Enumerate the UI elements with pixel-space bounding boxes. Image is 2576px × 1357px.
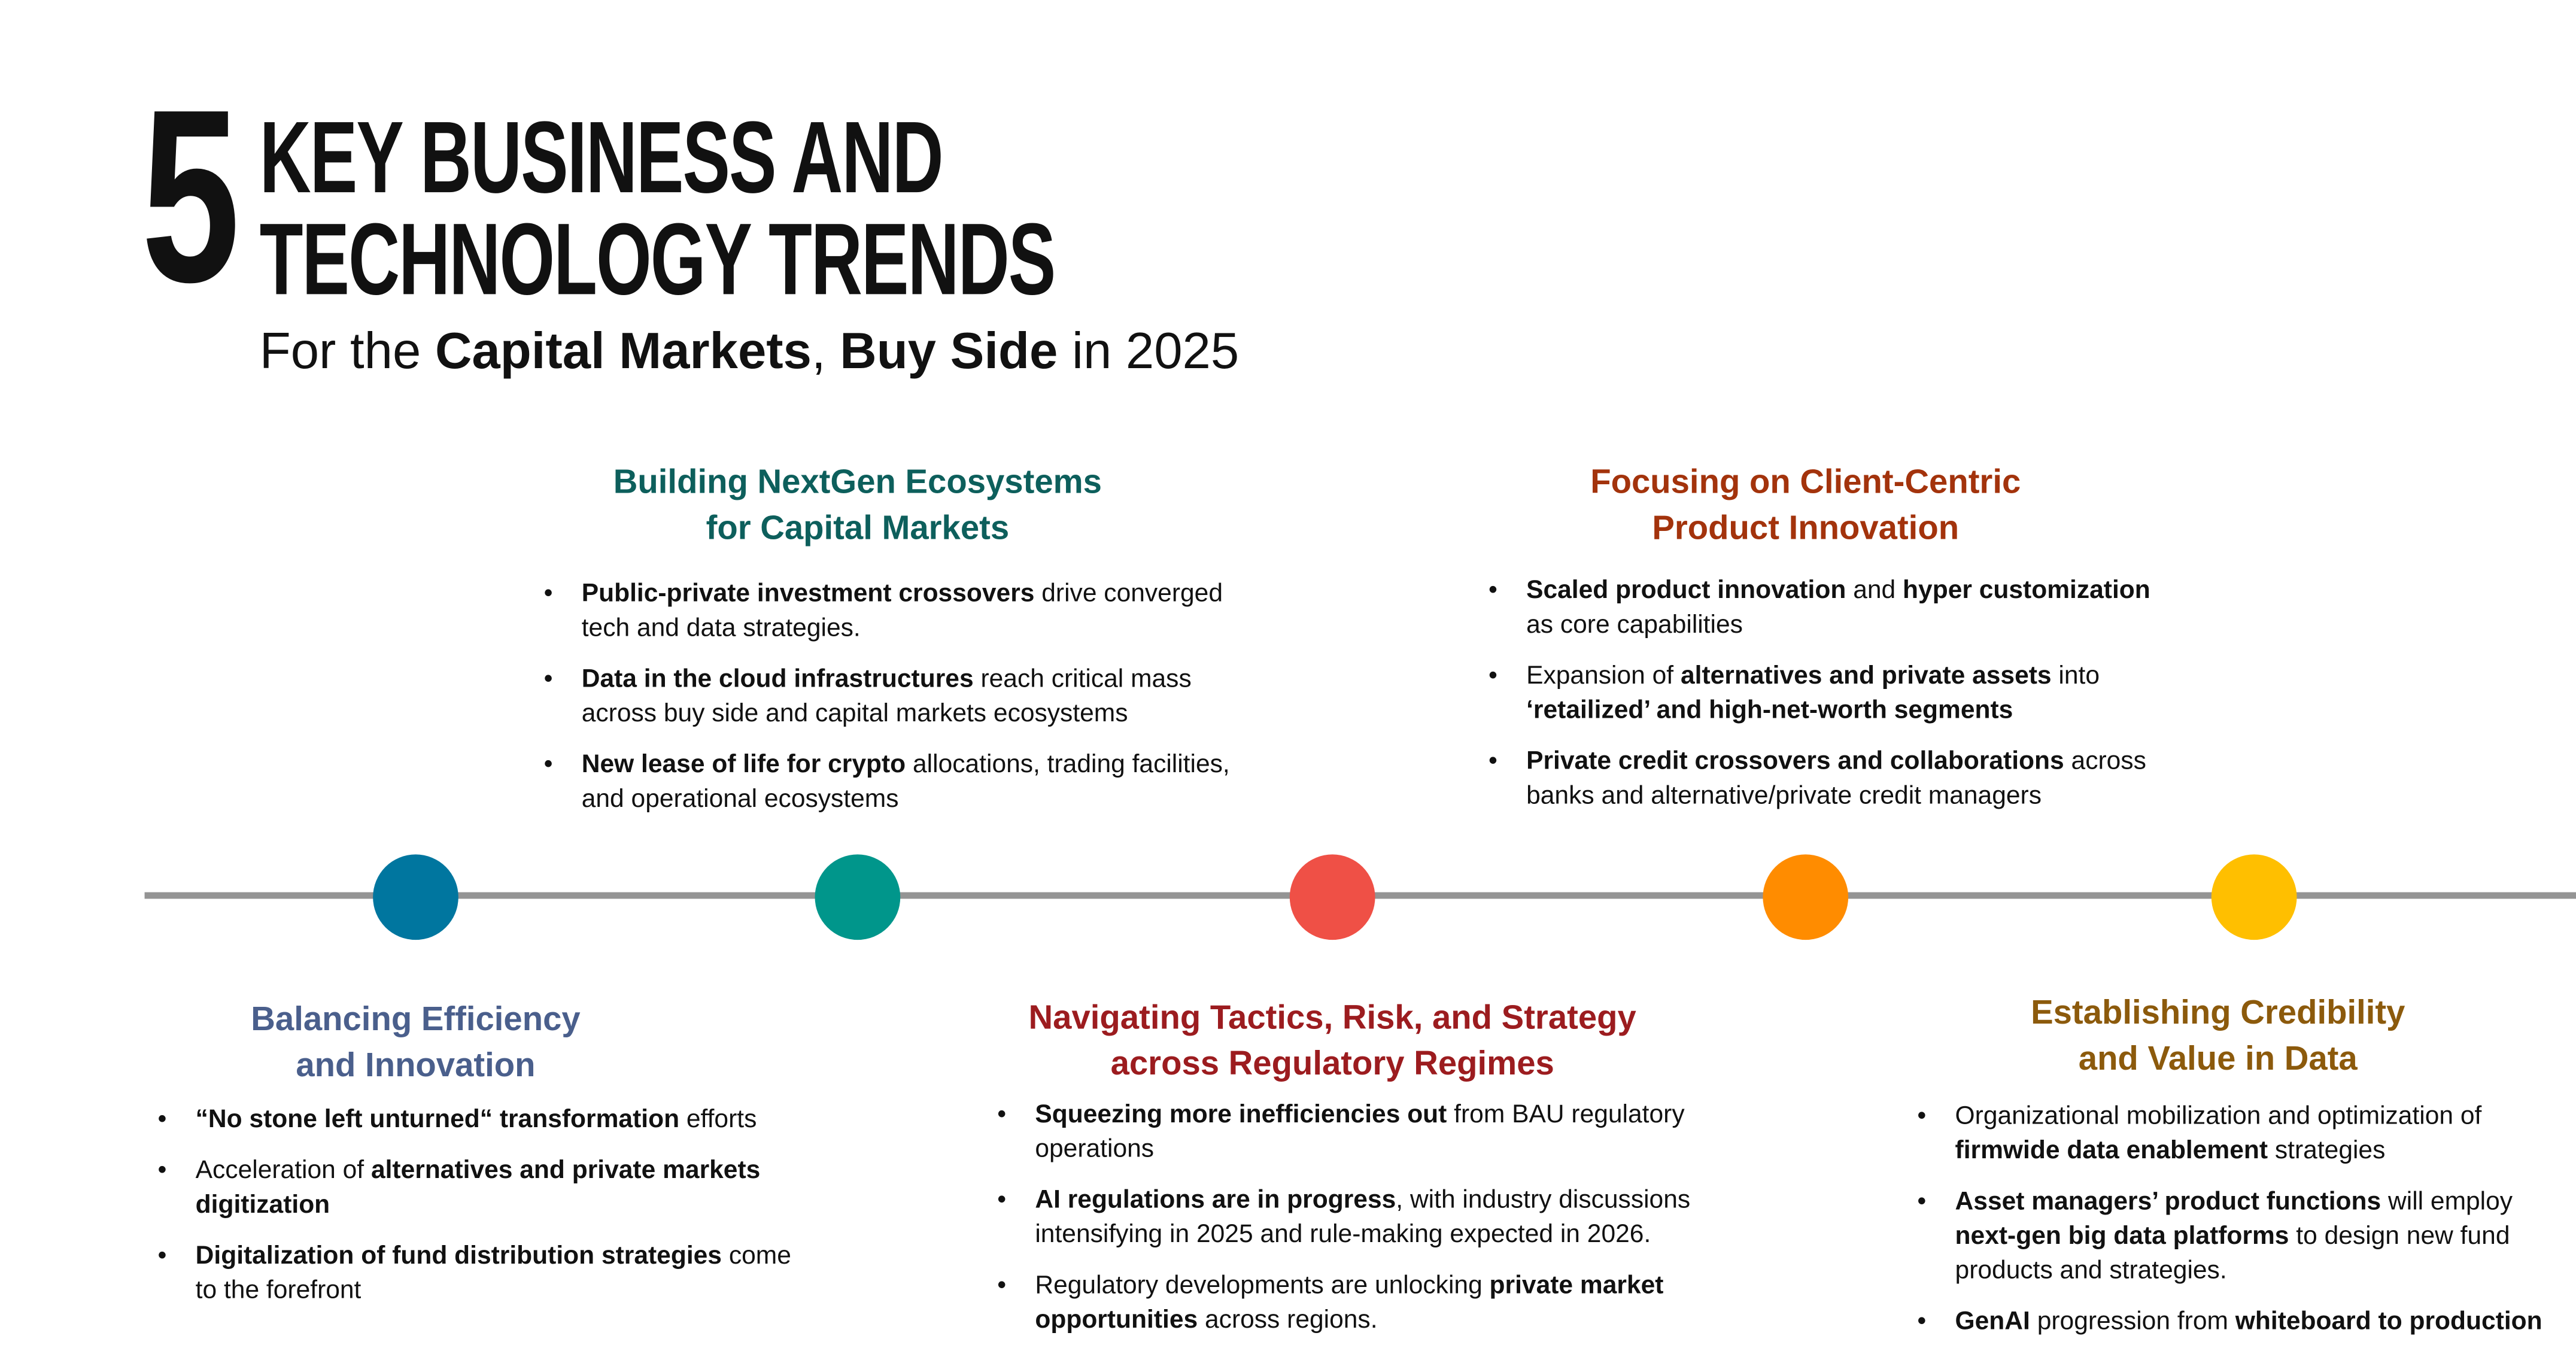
heading-line: Product Innovation [1652, 509, 1960, 548]
section-heading: Establishing Credibility and Value in Da… [2031, 991, 2405, 1083]
bold-text: Public-private investment crossovers [581, 579, 1035, 608]
text: efforts [679, 1106, 757, 1134]
bullet-item: Private credit crossovers and collaborat… [1489, 744, 2179, 813]
bold-text: Squeezing more inefficiencies out [1035, 1101, 1447, 1129]
text: strategies [2268, 1137, 2386, 1165]
title-line-2: TECHNOLOGY TRENDS [259, 204, 1056, 317]
bold-text: Buy Side [840, 322, 1058, 380]
bold-text: “No stone left unturned“ transformation [195, 1106, 680, 1134]
section-heading: Navigating Tactics, Risk, and Strategy a… [1029, 995, 1636, 1088]
bullet-item: New lease of life for crypto allocations… [544, 748, 1234, 816]
bullet-item: Asset managers’ product functions will e… [1917, 1185, 2574, 1288]
heading-line: Navigating Tactics, Risk, and Strategy [1028, 998, 1636, 1037]
text: will employ [2381, 1188, 2513, 1216]
text: across regions. [1198, 1306, 1378, 1334]
bold-text: New lease of life for crypto [581, 751, 906, 779]
bold-text: Scaled product innovation [1526, 576, 1846, 605]
bullet-list: Squeezing more inefficiencies out from B… [997, 1098, 1720, 1354]
text: in 2025 [1058, 322, 1240, 380]
bold-text: Digitalization of fund distribution stra… [195, 1242, 722, 1270]
text: For the [259, 322, 435, 380]
text: progression from [2030, 1308, 2235, 1336]
bullet-list: Scaled product innovation and hyper cust… [1489, 573, 2179, 830]
timeline-dot-5 [2211, 854, 2297, 940]
bold-text: firmwide data enablement [1955, 1137, 2268, 1165]
text: Expansion of [1526, 662, 1681, 690]
text: come to the forefront [195, 1242, 791, 1305]
bullet-item: Acceleration of alternatives and private… [158, 1153, 815, 1222]
bullet-item: Expansion of alternatives and private as… [1489, 659, 2179, 728]
bold-text: Capital Markets [435, 322, 812, 380]
text: drive converged tech and data strategies… [581, 579, 1223, 643]
bullet-list: “No stone left unturned“ transformation … [158, 1103, 815, 1325]
bold-text: private market opportunities [1035, 1271, 1664, 1334]
text: Organizational mobilization and optimiza… [1955, 1102, 2482, 1131]
text: Regulatory developments are unlocking [1035, 1271, 1490, 1300]
bullet-item: Organizational mobilization and optimiza… [1917, 1099, 2574, 1168]
timeline-dot-2 [815, 854, 901, 940]
heading-line: and Value in Data [2078, 1040, 2358, 1078]
text: to design new fund products and strategi… [1955, 1222, 2510, 1285]
text: allocations, trading facilities, and ope… [581, 751, 1230, 813]
bold-text: Asset managers’ product functions [1955, 1188, 2381, 1216]
section-heading: Focusing on Client-Centric Product Innov… [1590, 460, 2021, 552]
text: into [2051, 662, 2100, 690]
heading-line: Establishing Credibility [2031, 994, 2405, 1032]
bullet-item: Squeezing more inefficiencies out from B… [997, 1098, 1720, 1167]
text: as core capabilities [1526, 611, 1743, 639]
bullet-item: “No stone left unturned“ transformation … [158, 1103, 815, 1137]
bold-text: Data in the cloud infrastructures [581, 665, 974, 694]
bullet-item: AI regulations are in progress, with ind… [997, 1183, 1720, 1252]
bullet-item: Scaled product innovation and hyper cust… [1489, 573, 2179, 642]
heading-line: for Capital Markets [706, 509, 1010, 548]
text: from BAU regulatory operations [1035, 1101, 1685, 1164]
bold-text: AI regulations are in progress [1035, 1186, 1396, 1215]
bold-text: alternatives and private assets [1680, 662, 2052, 690]
bold-text: alternatives and private markets digitiz… [195, 1156, 761, 1219]
text: and [1846, 576, 1903, 605]
bullet-item: Regulatory developments are unlocking pr… [997, 1268, 1720, 1337]
bold-text: next-gen big data platforms [1955, 1222, 2289, 1250]
heading-line: Balancing Efficiency [251, 1000, 581, 1039]
timeline-dot-3 [1289, 854, 1375, 940]
bullet-item: GenAI progression from whiteboard to pro… [1917, 1305, 2574, 1340]
title-number: 5 [141, 57, 240, 334]
timeline-dot-4 [1763, 854, 1849, 940]
bullet-list: Public-private investment crossovers dri… [544, 576, 1234, 833]
bold-text: ‘retailized’ and high-net-worth segments [1526, 696, 2013, 725]
bold-text: whiteboard to production [2235, 1308, 2542, 1336]
section-heading: Balancing Efficiency and Innovation [251, 997, 580, 1089]
heading-line: across Regulatory Regimes [1110, 1045, 1554, 1083]
text: reach critical mass across buy side and … [581, 665, 1192, 728]
bullet-item: Data in the cloud infrastructures reach … [544, 662, 1234, 731]
text: across banks and alternative/private cre… [1526, 747, 2146, 810]
title-line-1: KEY BUSINESS AND [259, 102, 944, 215]
heading-line: and Innovation [296, 1046, 536, 1085]
timeline-dot-1 [373, 854, 458, 940]
heading-line: Building NextGen Ecosystems [613, 463, 1102, 502]
bold-text: hyper customization [1903, 576, 2150, 605]
bullet-item: Digitalization of fund distribution stra… [158, 1239, 815, 1308]
bold-text: Private credit crossovers and collaborat… [1526, 747, 2064, 776]
section-heading: Building NextGen Ecosystems for Capital … [613, 460, 1102, 552]
text: Acceleration of [195, 1156, 371, 1185]
bold-text: GenAI [1955, 1308, 2030, 1336]
bullet-item: Public-private investment crossovers dri… [544, 576, 1234, 645]
bullet-list: Organizational mobilization and optimiza… [1917, 1099, 2574, 1355]
text: , with industry discussions intensifying… [1035, 1186, 1691, 1249]
heading-line: Focusing on Client-Centric [1590, 463, 2021, 502]
subtitle: For the Capital Markets, Buy Side in 202… [260, 322, 1240, 381]
text: , [811, 322, 840, 380]
